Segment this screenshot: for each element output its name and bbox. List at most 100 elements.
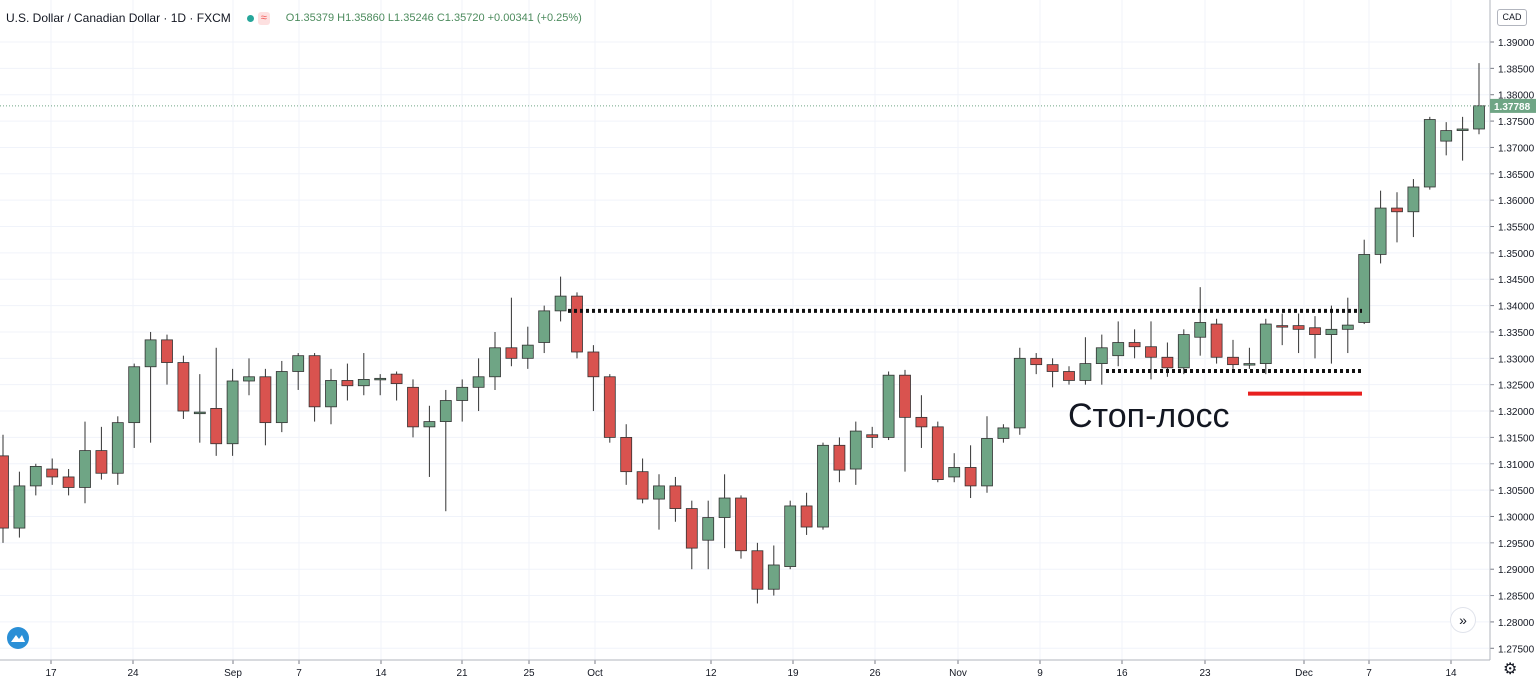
candle[interactable] (1243, 347, 1256, 369)
candle[interactable] (275, 360, 288, 433)
tradingview-logo-icon[interactable] (6, 627, 30, 649)
candle[interactable] (620, 424, 633, 485)
candle[interactable] (259, 368, 272, 446)
candle[interactable] (587, 345, 600, 412)
candle[interactable] (374, 374, 387, 396)
candle[interactable] (177, 355, 190, 419)
candle[interactable] (144, 331, 157, 443)
candle[interactable] (1473, 63, 1485, 135)
candle[interactable] (46, 458, 59, 485)
candle[interactable] (685, 500, 698, 570)
candle[interactable] (931, 421, 944, 483)
candle[interactable] (357, 353, 370, 396)
candle[interactable] (325, 368, 337, 425)
symbol-title[interactable]: U.S. Dollar / Canadian Dollar · 1D · FXC… (6, 11, 231, 25)
candle[interactable] (95, 426, 108, 480)
candle[interactable] (1358, 239, 1371, 325)
candle[interactable] (341, 363, 354, 401)
candle[interactable] (751, 542, 764, 604)
price-tick-label: 1.38500 (1498, 64, 1535, 75)
double-chevron-right-icon[interactable]: » (1451, 608, 1475, 632)
candle[interactable] (948, 453, 961, 483)
candle[interactable] (13, 471, 26, 538)
candle[interactable] (489, 331, 501, 390)
candle[interactable] (472, 358, 485, 412)
candle[interactable] (423, 405, 436, 477)
candle[interactable] (521, 326, 534, 369)
candle[interactable] (1063, 366, 1075, 385)
candle[interactable] (1325, 305, 1338, 364)
candle[interactable] (997, 424, 1010, 443)
candle[interactable] (899, 369, 911, 472)
candle[interactable] (653, 474, 665, 530)
candle[interactable] (79, 421, 91, 504)
candle[interactable] (1030, 353, 1043, 375)
candle[interactable] (603, 374, 616, 443)
currency-button[interactable]: CAD (1497, 9, 1527, 26)
candle[interactable] (1013, 347, 1026, 435)
candle[interactable] (210, 347, 223, 456)
candle[interactable] (833, 437, 846, 483)
candle[interactable] (128, 363, 141, 448)
candle[interactable] (1391, 192, 1403, 243)
candle[interactable] (735, 495, 747, 559)
candle[interactable] (718, 474, 731, 549)
candle[interactable] (1292, 313, 1305, 354)
candle[interactable] (29, 463, 42, 496)
candle[interactable] (981, 416, 993, 493)
candle[interactable] (62, 469, 75, 496)
candle[interactable] (1194, 287, 1207, 356)
candle[interactable] (571, 292, 583, 359)
candle[interactable] (964, 445, 977, 499)
candle[interactable] (702, 500, 715, 570)
candle[interactable] (193, 374, 206, 443)
candle[interactable] (1341, 297, 1354, 354)
candle[interactable] (866, 426, 879, 448)
candle[interactable] (538, 305, 551, 354)
candle[interactable] (456, 379, 469, 422)
candle[interactable] (390, 371, 403, 401)
candle[interactable] (308, 353, 321, 422)
candle[interactable] (0, 434, 9, 543)
candle[interactable] (243, 358, 255, 396)
candle[interactable] (407, 379, 419, 438)
wave-icon[interactable]: ≈ (257, 11, 270, 25)
candle[interactable] (1227, 339, 1239, 369)
candle[interactable] (111, 416, 124, 485)
candle[interactable] (800, 492, 813, 535)
candle[interactable] (1309, 316, 1321, 359)
candle[interactable] (817, 442, 829, 530)
candle[interactable] (554, 276, 567, 322)
candle[interactable] (1177, 329, 1190, 375)
candle[interactable] (226, 368, 239, 456)
candle[interactable] (767, 545, 780, 596)
candle[interactable] (1079, 337, 1092, 385)
candle[interactable] (292, 353, 305, 390)
candle[interactable] (915, 395, 928, 448)
candle[interactable] (505, 297, 518, 367)
candle[interactable] (1210, 318, 1223, 364)
candle[interactable] (1259, 318, 1272, 375)
candle[interactable] (1046, 358, 1059, 388)
candle[interactable] (1456, 116, 1469, 161)
candle[interactable] (1374, 190, 1387, 264)
candle[interactable] (161, 334, 173, 385)
candle[interactable] (439, 389, 452, 512)
candle[interactable] (1276, 313, 1289, 346)
gear-icon[interactable]: ⚙ (1503, 661, 1518, 678)
candle-body (144, 339, 157, 368)
candle[interactable] (784, 500, 797, 570)
candle[interactable] (1128, 329, 1141, 359)
candle[interactable] (636, 458, 649, 504)
candle[interactable] (1440, 122, 1453, 156)
candle[interactable] (1423, 116, 1436, 190)
candle[interactable] (849, 421, 862, 485)
candle[interactable] (882, 371, 895, 441)
time-tick-label: 9 (1037, 668, 1043, 679)
candle[interactable] (1407, 179, 1420, 238)
candle[interactable] (1095, 334, 1108, 385)
candle[interactable] (1112, 321, 1125, 367)
candle[interactable] (669, 476, 682, 522)
